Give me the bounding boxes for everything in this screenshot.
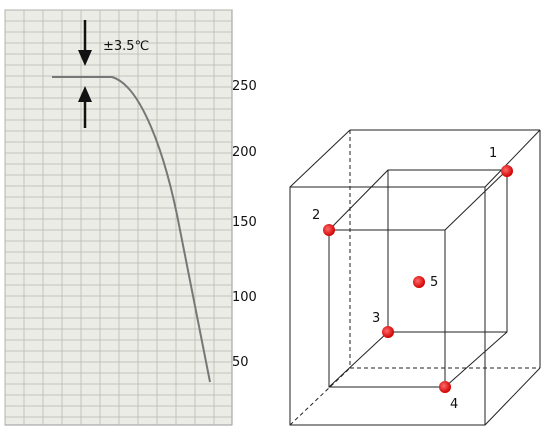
point [323,224,335,236]
scale-label: 150 [232,215,257,230]
scale: 250 200 150 100 50 [232,79,257,370]
figure: ±3.5℃ 250 200 150 100 50 1 2 3 4 5 [0,0,542,429]
point-label: 4 [450,397,458,412]
point-label: 2 [312,208,320,223]
point [439,381,451,393]
scale-label: 100 [232,290,257,305]
recorder-paper: ±3.5℃ [5,10,232,425]
scale-label: 250 [232,79,257,94]
point-label: 1 [489,146,497,161]
scale-label: 200 [232,145,257,160]
point-label: 3 [372,311,380,326]
point [382,326,394,338]
points: 1 2 3 4 5 [312,146,513,412]
scale-label: 50 [232,355,249,370]
point [413,276,425,288]
point-label: 5 [430,275,438,290]
point [501,165,513,177]
annotation: ±3.5℃ [103,39,149,54]
